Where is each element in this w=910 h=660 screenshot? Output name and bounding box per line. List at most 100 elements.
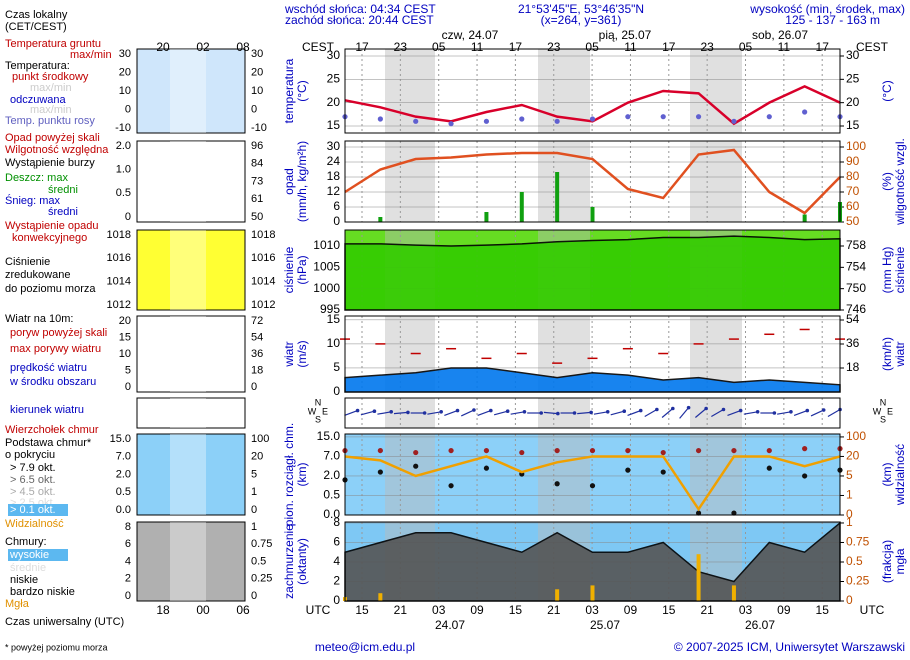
dot	[589, 447, 596, 454]
arrow-shaft	[727, 410, 741, 416]
wind-arrow	[444, 408, 460, 416]
bar	[590, 207, 595, 222]
cest-hour: 05	[739, 40, 753, 54]
legend-item: Temp. punktu rosy	[5, 115, 95, 127]
legend-item: odczuwana	[10, 94, 67, 106]
y-tick-label: 0	[333, 593, 340, 607]
dot	[519, 116, 525, 122]
line	[344, 148, 841, 215]
y-tick-label: 30	[327, 139, 341, 153]
y2-tick-label: 1	[846, 515, 853, 529]
y2-tick-label: 50	[846, 214, 860, 228]
mini-tick-label: 1018	[251, 229, 275, 241]
legend-item: max porywy wiatru	[10, 343, 101, 355]
y2-label: wilgotność wzgl.	[893, 138, 907, 226]
arrow-shaft	[827, 408, 841, 418]
y2-tick-label: 0.75	[846, 535, 870, 549]
cest-label: CEST	[302, 40, 335, 54]
arrow-head	[355, 408, 360, 413]
utc-hour: 21	[700, 603, 714, 617]
arrow-shaft	[679, 407, 690, 419]
bar	[802, 214, 807, 222]
mini-tick-label: 1014	[107, 276, 131, 288]
legend-item: Podstawa chmur*	[5, 437, 92, 449]
legend-item: Śnieg: max	[5, 194, 61, 207]
arrow-head	[389, 409, 394, 414]
mini-tick-label: 61	[251, 193, 263, 205]
mini-tick-label: 15	[119, 331, 131, 343]
dot	[660, 449, 666, 456]
y2-tick-label: 0	[846, 593, 853, 607]
utc-hour-left: 06	[236, 603, 250, 617]
legend-item: Temperatura:	[5, 60, 70, 72]
legend-item: > 0.1 okt.	[10, 504, 56, 516]
y2-tick-label: 1	[846, 488, 853, 502]
utc-hour: 03	[432, 603, 446, 617]
mini-tick-label: 5	[125, 364, 131, 376]
dot	[766, 114, 772, 120]
mini-tick-label: 0.5	[116, 486, 131, 498]
dot	[695, 447, 702, 454]
mini-panel-bg	[136, 48, 246, 134]
day-bottom: 25.07	[590, 618, 620, 632]
legend-item: > 7.9 okt.	[10, 462, 56, 474]
dot	[483, 118, 490, 124]
y-tick-label: 5	[333, 360, 340, 374]
arrow-head	[805, 408, 810, 413]
y2-tick-label: 60	[846, 199, 860, 213]
bar	[731, 585, 736, 601]
mini-tick-label: 72	[251, 315, 263, 327]
y-tick-label: 6	[333, 199, 340, 213]
mini-panel-bg	[136, 229, 246, 311]
mini-tick-label: 30	[251, 48, 263, 60]
y-label: temperatura	[282, 58, 296, 123]
mini-tick-label: 36	[251, 348, 263, 360]
y-unit: (m/s)	[295, 340, 309, 367]
arrow-head	[455, 408, 460, 413]
dot	[413, 463, 419, 469]
mini-tick-label: 0.75	[251, 538, 272, 550]
dot	[554, 481, 560, 487]
mini-tick-label: 4	[125, 555, 131, 567]
dot	[802, 473, 808, 479]
email[interactable]: meteo@icm.edu.pl	[315, 640, 415, 654]
y2-tick-label: 15	[846, 118, 860, 132]
y2-unit: (frakcja)	[880, 540, 894, 583]
mini-tick-label: -10	[115, 122, 131, 134]
y2-tick-label: 25	[846, 72, 860, 86]
wind-arrow	[661, 406, 675, 418]
legend-item: Ciśnienie	[5, 256, 50, 268]
wind-arrow	[810, 408, 826, 417]
arrow-shaft	[460, 409, 475, 417]
legend-item: kierunek wiatru	[10, 404, 84, 416]
y-tick-label: 15	[327, 118, 341, 132]
dot	[448, 483, 454, 489]
y-label: opad	[282, 168, 296, 195]
bar	[519, 192, 524, 222]
arrow-head	[622, 409, 627, 413]
wind-arrow	[627, 408, 643, 416]
arrow-shaft	[510, 411, 525, 415]
wind-arrow	[360, 409, 377, 416]
y2-tick-label: 30	[846, 48, 860, 62]
dot	[589, 483, 596, 489]
mini-night	[170, 230, 206, 310]
cest-hour: 17	[509, 40, 523, 54]
mini-tick-label: 0.5	[251, 555, 266, 567]
y2-unit: (mm Hg)	[880, 247, 894, 294]
arrow-head	[406, 410, 410, 415]
arrow-shaft	[610, 410, 625, 416]
bar	[378, 217, 383, 222]
night-band	[385, 141, 435, 222]
compass: W	[873, 406, 882, 416]
y2-tick-label: 70	[846, 184, 860, 198]
arrow-shaft	[793, 410, 808, 416]
dot	[448, 121, 454, 127]
wind-arrow	[644, 407, 659, 418]
y2-tick-label: 750	[846, 281, 866, 295]
y-label: pion. rozciągł. chm.	[282, 423, 296, 526]
mini-tick-label: 0.25	[251, 573, 272, 585]
wind-arrow	[460, 408, 476, 417]
bar	[378, 593, 383, 601]
line	[344, 455, 841, 512]
